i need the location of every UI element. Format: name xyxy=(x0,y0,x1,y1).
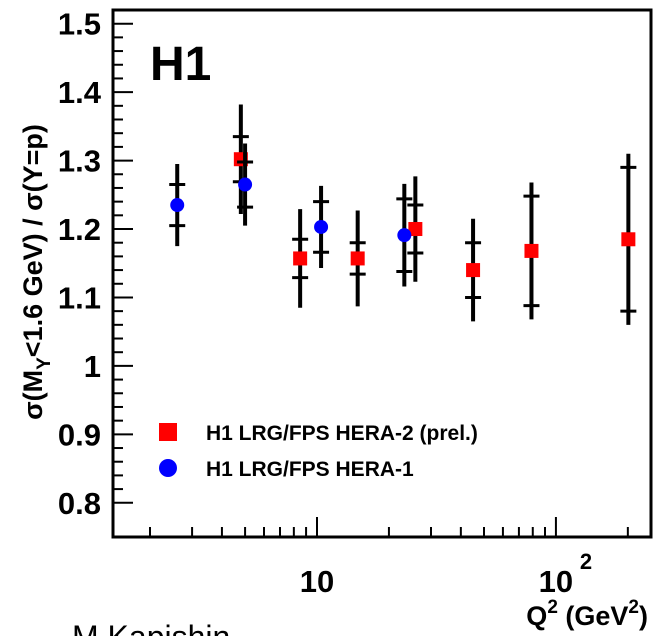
y-label-sub: Y xyxy=(34,357,55,370)
y-label-part: <1.6 GeV) / σ(Y=p) xyxy=(18,124,48,357)
y-tick-label: 1.1 xyxy=(58,280,101,315)
y-tick-label: 0.8 xyxy=(58,486,101,521)
y-tick-label: 1 xyxy=(84,349,101,384)
legend-label: H1 LRG/FPS HERA-1 xyxy=(206,458,414,481)
data-point xyxy=(408,222,423,237)
y-label-part: σ(M xyxy=(18,370,48,420)
plot-frame xyxy=(111,8,653,539)
x-label-part: (GeV xyxy=(558,601,629,631)
x-label-sup: 2 xyxy=(628,597,639,618)
annotation: H1 xyxy=(150,38,211,91)
x-tick-label: 10 xyxy=(300,564,334,599)
x-tick-label: 10 xyxy=(539,564,573,599)
data-point xyxy=(466,263,481,278)
y-tick-label: 1.5 xyxy=(58,7,101,42)
y-axis-label: σ(MY<1.6 GeV) / σ(Y=p) xyxy=(18,124,55,420)
author: M.Kapishin xyxy=(72,619,230,636)
data-point xyxy=(621,232,636,247)
y-tick-label: 0.9 xyxy=(58,417,101,452)
y-tick-label: 1.2 xyxy=(58,212,101,247)
data-point xyxy=(397,228,412,243)
y-tick-label: 1.4 xyxy=(58,75,102,110)
data-point xyxy=(314,219,329,234)
legend-marker xyxy=(159,459,177,477)
x-axis-label: Q2 (GeV2) xyxy=(526,597,648,631)
data-point xyxy=(238,177,253,192)
x-tick-exponent: 2 xyxy=(580,549,592,574)
y-tick-label: 1.3 xyxy=(58,144,101,179)
x-label-part: Q xyxy=(526,601,547,631)
data-point xyxy=(524,243,539,258)
x-label-part: ) xyxy=(639,601,648,631)
data-point xyxy=(170,198,185,213)
legend-label: H1 LRG/FPS HERA-2 (prel.) xyxy=(206,422,478,445)
data-point xyxy=(350,251,365,266)
x-label-sup: 2 xyxy=(547,597,558,618)
data-point xyxy=(293,251,308,266)
legend-marker xyxy=(159,423,177,441)
